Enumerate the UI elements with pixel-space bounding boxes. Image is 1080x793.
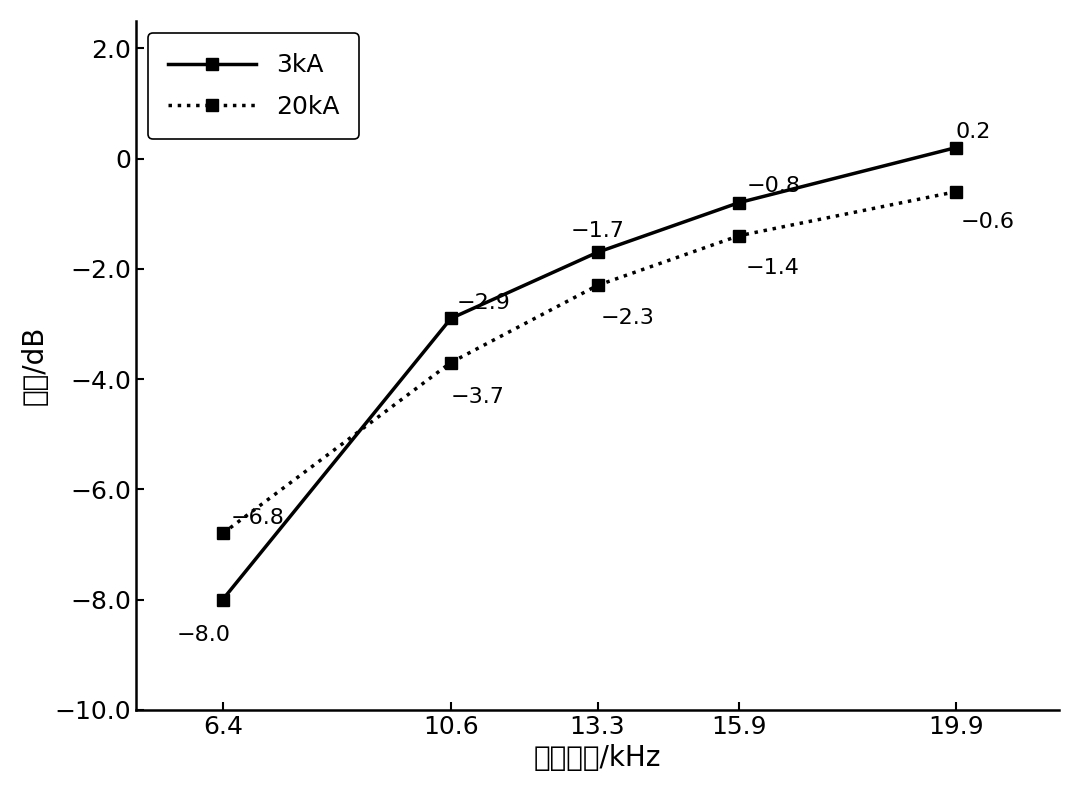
3kA bbox=[216, 595, 229, 604]
Text: −3.7: −3.7 bbox=[451, 387, 505, 407]
Text: −6.8: −6.8 bbox=[231, 508, 285, 528]
20kA bbox=[216, 529, 229, 538]
Text: −1.4: −1.4 bbox=[745, 258, 799, 278]
Line: 3kA: 3kA bbox=[216, 141, 962, 606]
Text: −0.8: −0.8 bbox=[747, 176, 801, 196]
20kA bbox=[591, 281, 604, 290]
3kA bbox=[591, 247, 604, 257]
Y-axis label: 增益/dB: 增益/dB bbox=[21, 326, 49, 405]
20kA bbox=[949, 187, 962, 197]
3kA bbox=[732, 198, 745, 208]
3kA bbox=[444, 314, 457, 324]
Line: 20kA: 20kA bbox=[216, 186, 962, 540]
Text: −2.9: −2.9 bbox=[457, 293, 511, 313]
Text: −2.3: −2.3 bbox=[600, 308, 654, 328]
Legend: 3kA, 20kA: 3kA, 20kA bbox=[148, 33, 360, 139]
Text: −8.0: −8.0 bbox=[177, 626, 231, 646]
Text: 0.2: 0.2 bbox=[956, 122, 991, 142]
20kA bbox=[444, 358, 457, 367]
Text: −1.7: −1.7 bbox=[570, 221, 624, 241]
Text: −0.6: −0.6 bbox=[960, 212, 1014, 232]
3kA bbox=[949, 143, 962, 152]
X-axis label: 谐振频率/kHz: 谐振频率/kHz bbox=[534, 744, 661, 772]
20kA bbox=[732, 231, 745, 240]
